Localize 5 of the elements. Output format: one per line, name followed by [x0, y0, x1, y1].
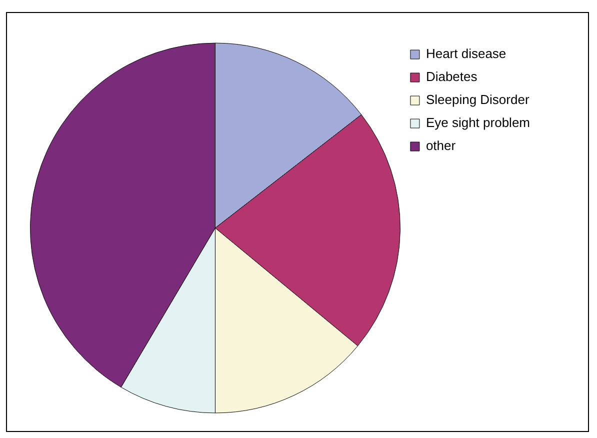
legend-label: Diabetes — [426, 69, 478, 84]
legend-label: Sleeping Disorder — [426, 92, 530, 108]
legend-label: Heart disease — [426, 46, 506, 62]
legend-label: other — [426, 138, 456, 154]
legend-label: Eye sight problem — [426, 115, 530, 130]
